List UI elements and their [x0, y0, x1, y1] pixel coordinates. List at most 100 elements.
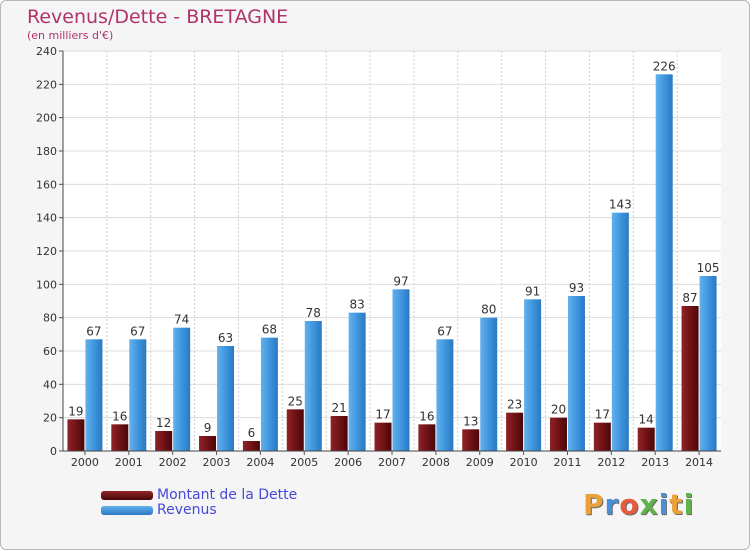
- data-label: 25: [288, 394, 303, 408]
- bar-dette: [418, 424, 436, 451]
- y-tick-label: 120: [36, 245, 57, 258]
- y-tick-label: 140: [36, 212, 57, 225]
- data-label: 19: [68, 404, 83, 418]
- data-label: 91: [525, 284, 540, 298]
- data-label: 20: [551, 403, 566, 417]
- bar-revenus: [217, 346, 235, 451]
- x-tick-label: 2004: [246, 456, 274, 469]
- bar-revenus: [392, 289, 410, 451]
- logo-letter: i: [658, 488, 670, 521]
- data-label: 23: [507, 398, 522, 412]
- logo-letter: i: [683, 488, 695, 521]
- chart-subtitle: (en milliers d'€): [27, 29, 114, 42]
- data-label: 67: [86, 324, 101, 338]
- data-label: 74: [174, 313, 189, 327]
- bar-dette: [549, 417, 567, 451]
- bar-revenus: [611, 212, 629, 451]
- x-tick-label: 2006: [334, 456, 362, 469]
- grid-lines: [63, 50, 721, 452]
- bars: [67, 74, 717, 451]
- logo-letter: r: [604, 488, 620, 521]
- x-tick-label: 2009: [466, 456, 494, 469]
- data-label: 143: [609, 198, 632, 212]
- x-tick-label: 2011: [553, 456, 581, 469]
- data-label: 93: [569, 281, 584, 295]
- data-label: 226: [653, 59, 676, 73]
- logo-letter: o: [619, 488, 640, 521]
- x-tick-label: 2007: [378, 456, 406, 469]
- data-label: 17: [375, 408, 390, 422]
- bar-dette: [637, 427, 655, 451]
- x-tick-label: 2014: [685, 456, 713, 469]
- bar-revenus: [304, 321, 322, 451]
- data-label: 14: [639, 413, 654, 427]
- bar-dette: [462, 429, 480, 451]
- bar-revenus: [567, 296, 585, 451]
- logo-letter: P: [583, 488, 605, 521]
- y-tick-label: 200: [36, 112, 57, 125]
- x-tick-label: 2003: [203, 456, 231, 469]
- data-label: 21: [331, 401, 346, 415]
- y-tick-label: 220: [36, 78, 57, 91]
- legend-swatch-dette: [101, 490, 153, 500]
- data-label: 87: [682, 291, 697, 305]
- x-tick-label: 2001: [115, 456, 143, 469]
- y-tick-label: 40: [43, 378, 57, 391]
- bar-dette: [286, 409, 304, 451]
- x-tick-label: 2012: [597, 456, 625, 469]
- bar-dette: [111, 424, 129, 451]
- logo-letter: t: [669, 488, 684, 521]
- bar-dette: [593, 422, 611, 451]
- y-tick-label: 240: [36, 45, 57, 58]
- data-label: 9: [204, 421, 212, 435]
- x-tick-label: 2000: [71, 456, 99, 469]
- data-label: 6: [248, 426, 256, 440]
- bar-revenus: [524, 299, 542, 451]
- y-tick-label: 180: [36, 145, 57, 158]
- bar-dette: [330, 416, 348, 451]
- bar-revenus: [699, 276, 717, 451]
- x-tick-label: 2013: [641, 456, 669, 469]
- data-label: 105: [697, 261, 720, 275]
- bar-revenus: [348, 312, 366, 451]
- bar-revenus: [85, 339, 103, 451]
- x-tick-label: 2010: [510, 456, 538, 469]
- bar-dette: [155, 431, 173, 451]
- axes: 0 20 40 60 80 100 120 140 160 180 200 220 240 2000 200…: [36, 45, 721, 469]
- bar-dette: [374, 422, 392, 451]
- data-label: 67: [437, 324, 452, 338]
- y-tick-label: 0: [50, 445, 57, 458]
- bar-revenus: [436, 339, 454, 451]
- data-label: 80: [481, 303, 496, 317]
- y-tick-label: 160: [36, 178, 57, 191]
- y-tick-label: 60: [43, 345, 57, 358]
- bar-dette: [67, 419, 85, 451]
- data-label: 12: [156, 416, 171, 430]
- proxiti-logo: Proxiti: [583, 488, 694, 521]
- legend-label-revenus: Revenus: [157, 502, 217, 518]
- data-label: 68: [262, 323, 277, 337]
- data-label: 78: [306, 306, 321, 320]
- legend-item-dette: Montant de la Dette: [101, 487, 297, 503]
- bar-revenus: [655, 74, 673, 451]
- bar-revenus: [129, 339, 147, 451]
- data-label: 16: [419, 409, 434, 423]
- data-label: 13: [463, 414, 478, 428]
- x-tick-label: 2002: [159, 456, 187, 469]
- data-label: 63: [218, 331, 233, 345]
- legend-label-dette: Montant de la Dette: [157, 487, 298, 503]
- bar-revenus: [260, 337, 278, 451]
- bar-revenus: [480, 317, 498, 451]
- data-label: 16: [112, 409, 127, 423]
- bar-revenus: [173, 327, 191, 451]
- y-tick-label: 100: [36, 278, 57, 291]
- data-label: 67: [130, 324, 145, 338]
- data-label: 97: [393, 274, 408, 288]
- data-label: 83: [349, 298, 364, 312]
- bar-dette: [242, 441, 260, 451]
- data-label: 17: [595, 408, 610, 422]
- chart-title: Revenus/Dette - BRETAGNE: [27, 6, 289, 28]
- legend-item-revenus: Revenus: [101, 502, 217, 518]
